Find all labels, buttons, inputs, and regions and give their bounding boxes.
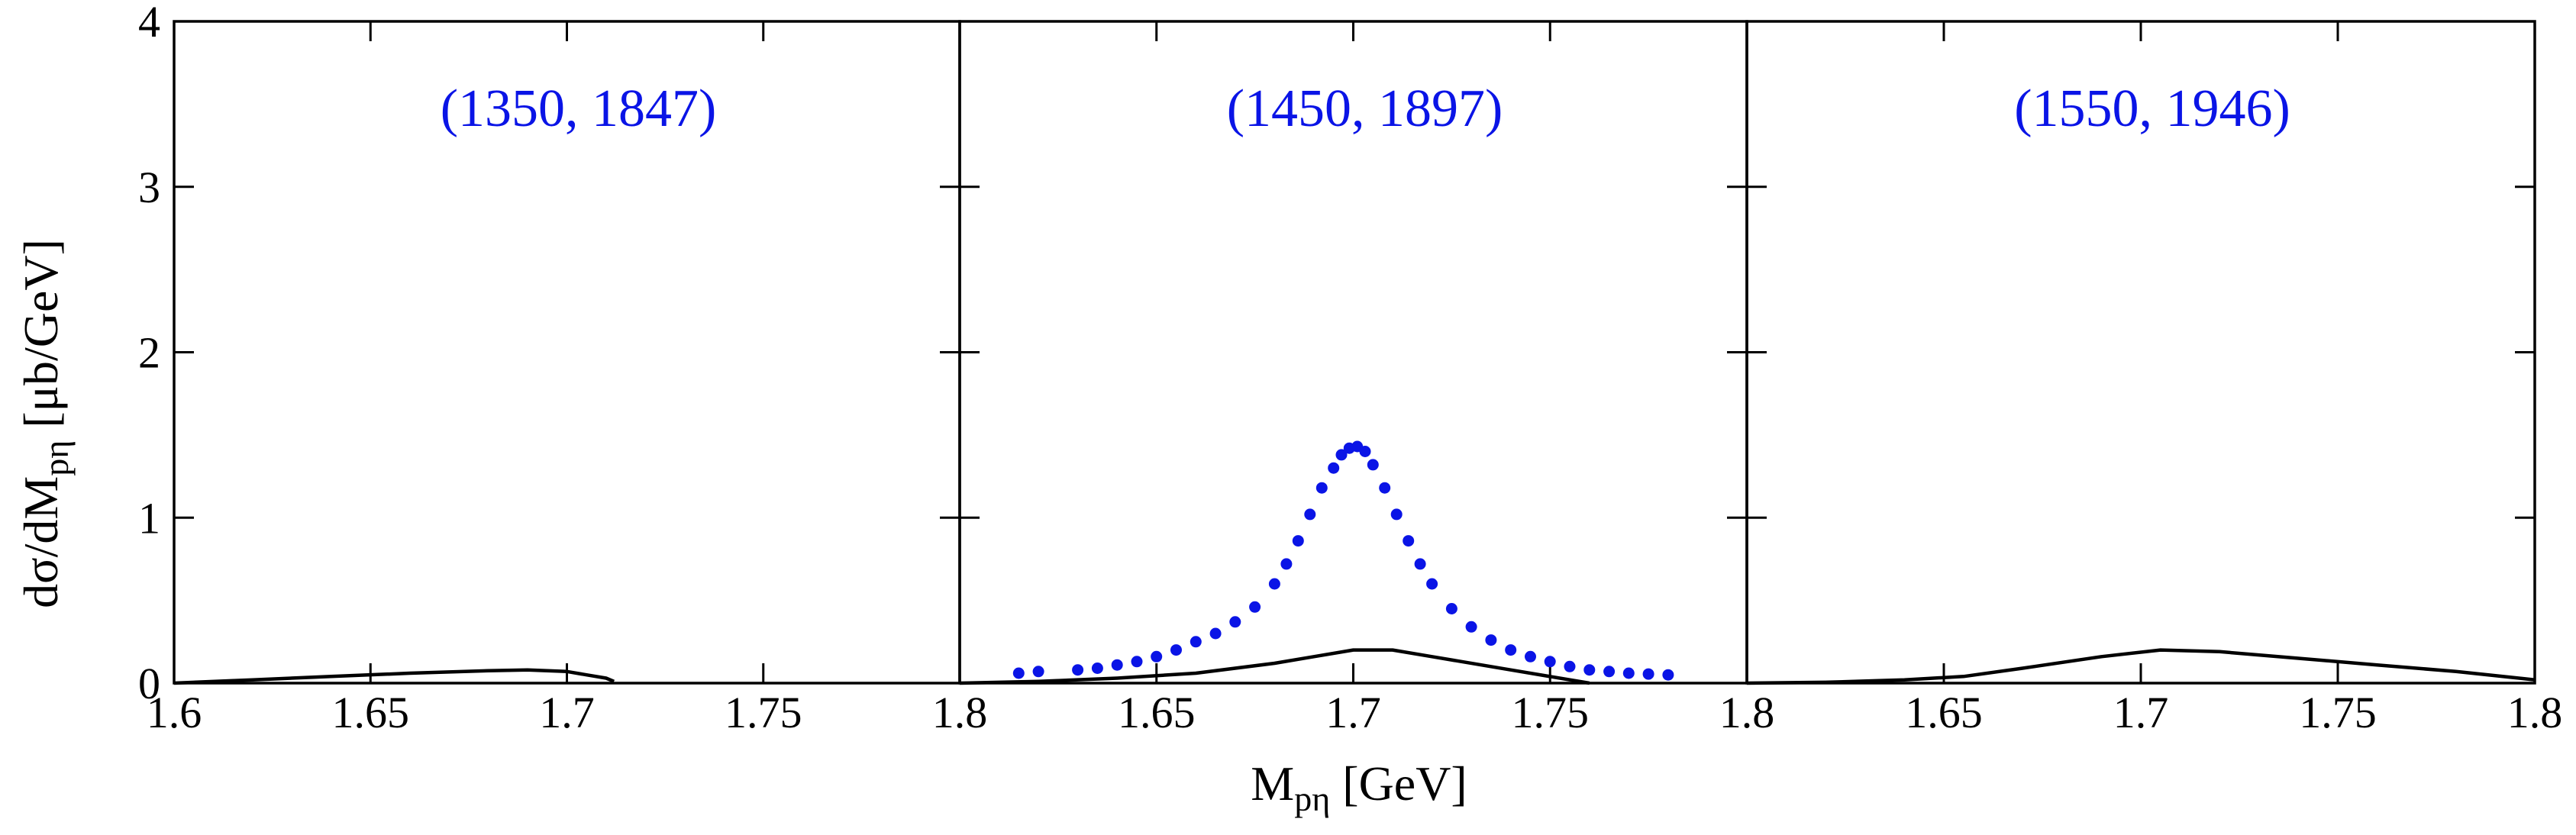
data-point [1525,650,1536,663]
y-axis-label: dσ/dMpη [μb/GeV] [14,239,76,608]
panel-title: (1550, 1946) [2014,79,2290,138]
data-point [1249,601,1261,613]
data-point [1445,603,1457,614]
x-axis-label-sub: pη [1294,779,1330,818]
data-point [1292,535,1304,547]
data-point [1465,621,1477,633]
x-tick-label: 1.75 [1512,688,1590,737]
data-point [1335,449,1348,461]
x-axis-label-main: M [1251,756,1294,811]
x-tick-label: 1.8 [932,688,988,737]
data-point [1170,644,1182,656]
x-tick-label: 1.8 [2507,688,2563,737]
data-point [1131,656,1143,668]
data-point [1091,663,1103,674]
data-point [1229,616,1241,628]
x-tick-label: 1.7 [1325,688,1381,737]
data-point [1304,508,1316,521]
panel-2: 1.8 1.65 1.7 1.75 (1450, 1897) [932,20,1748,737]
data-point [1315,482,1328,494]
data-point [1012,667,1025,679]
series-line [959,648,1590,685]
data-point [1485,634,1497,646]
x-tick-label: 1.65 [1905,688,1983,737]
data-point [1414,558,1426,570]
y-tick-label: 0 [138,659,160,708]
x-tick-label: 1.65 [332,688,410,737]
y-axis-label-unit: [μb/GeV] [14,239,68,440]
data-point [1367,459,1379,471]
x-axis-label-unit: [GeV] [1330,756,1467,811]
data-point [1032,666,1044,678]
data-point [1328,462,1340,474]
panel-1: 0 1 2 3 4 1.6 1.65 1.7 1.75 (1350, 1847) [138,0,961,737]
panel-title: (1350, 1847) [441,79,717,138]
y-axis-label-sub: pη [37,440,76,476]
data-point [1072,664,1084,676]
data-point [1379,482,1391,494]
series-line [173,668,615,685]
data-point [1280,558,1293,570]
data-point [1151,650,1163,663]
panel-3: 1.8 1.65 1.7 1.75 1.8 (1550, 1946) [1719,20,2563,737]
x-tick-label: 1.8 [1719,688,1775,737]
y-tick-label: 3 [138,163,160,212]
data-point [1190,636,1202,648]
data-point [1622,667,1635,679]
x-axis-label: Mpη [GeV] [1251,756,1467,818]
y-axis-label-main: dσ/dM [14,476,68,608]
x-tick-label: 1.7 [2113,688,2169,737]
data-point [1642,668,1654,680]
data-point [1268,578,1280,590]
data-point [1564,660,1576,672]
data-point [1359,446,1371,457]
data-point [1603,666,1616,678]
x-tick-label: 1.75 [2299,688,2377,737]
data-point [1390,508,1403,521]
data-point [1583,664,1596,676]
y-tick-label: 4 [138,0,160,47]
data-point [1403,535,1415,547]
x-tick-label: 1.7 [539,688,595,737]
x-tick-label: 1.75 [725,688,802,737]
y-tick-label: 1 [138,493,160,543]
x-tick-label: 1.6 [147,688,202,737]
x-tick-label: 1.65 [1118,688,1196,737]
data-point [1544,656,1556,668]
y-tick-label: 2 [138,328,160,378]
series-line [1746,648,2536,685]
data-point [1209,627,1222,640]
data-point [1662,669,1674,681]
panel-title: (1450, 1897) [1227,79,1503,138]
data-point [1426,578,1438,590]
data-point [1505,644,1517,656]
data-point [1111,659,1123,671]
